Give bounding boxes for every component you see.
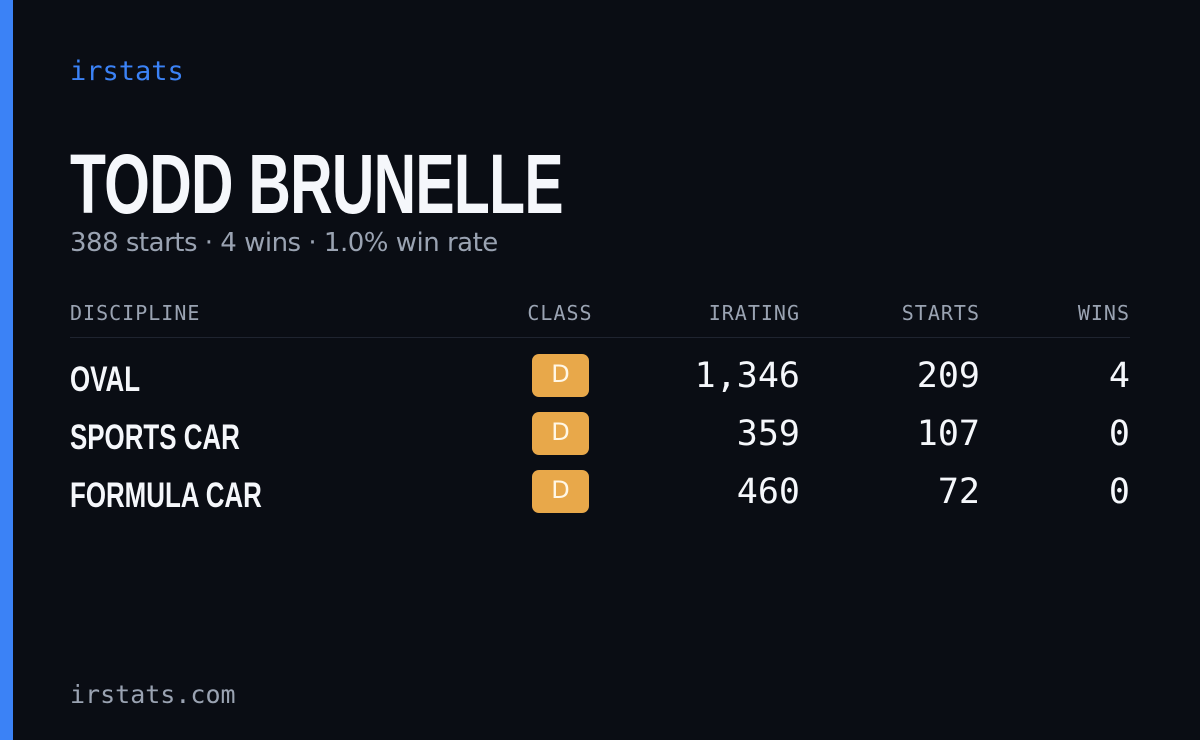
class-badge: D bbox=[532, 412, 589, 455]
column-header: WINS bbox=[1077, 301, 1130, 325]
column-header: DISCIPLINE bbox=[70, 301, 201, 325]
starts: 209 bbox=[916, 356, 980, 396]
class-badge: D bbox=[532, 354, 589, 397]
header-rule bbox=[70, 337, 1130, 338]
wins: 0 bbox=[1108, 414, 1130, 454]
footer: irstats.com bbox=[70, 680, 236, 709]
discipline: OVAL bbox=[70, 360, 141, 399]
column-header: STARTS bbox=[901, 301, 980, 325]
class-badge: D bbox=[532, 470, 589, 513]
irating: 1,346 bbox=[694, 356, 800, 396]
irating: 359 bbox=[736, 414, 800, 454]
column-header: IRATING bbox=[708, 301, 800, 325]
starts: 107 bbox=[916, 414, 980, 454]
accent-bar bbox=[0, 0, 13, 740]
brand: irstats bbox=[70, 56, 184, 87]
discipline: SPORTS CAR bbox=[70, 418, 240, 457]
irating: 460 bbox=[736, 472, 800, 512]
driver-name: TODD BRUNELLE bbox=[70, 137, 564, 231]
discipline: FORMULA CAR bbox=[70, 476, 262, 515]
wins: 0 bbox=[1108, 472, 1130, 512]
wins: 4 bbox=[1108, 356, 1130, 396]
column-header: CLASS bbox=[527, 301, 593, 325]
driver-summary: 388 starts · 4 wins · 1.0% win rate bbox=[70, 228, 498, 258]
starts: 72 bbox=[937, 472, 980, 512]
